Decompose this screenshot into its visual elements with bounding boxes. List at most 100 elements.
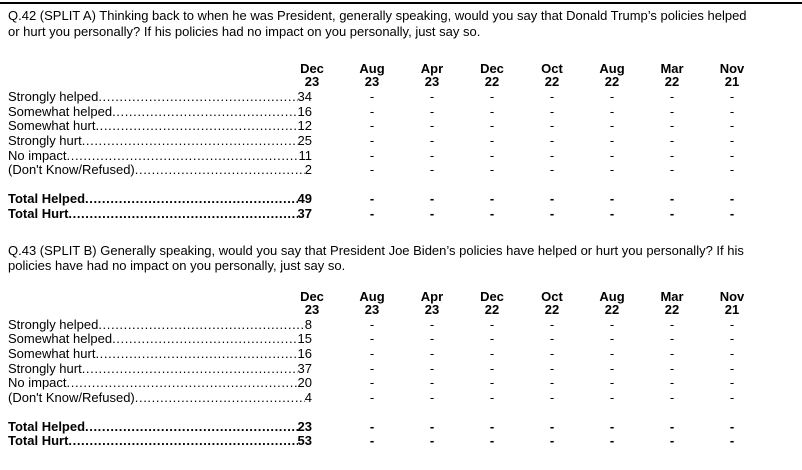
question-block-q42: Q.42 (SPLIT A) Thinking back to when he … (8, 8, 802, 222)
row-label: Total Helped (8, 191, 86, 207)
cell-aug23: - (369, 360, 375, 376)
dot-leader (82, 362, 298, 377)
row-label: Total Hurt (8, 433, 69, 449)
cell-aug22: - (609, 89, 615, 104)
cell-nov21: - (729, 316, 735, 332)
column-header: Apr 23 (402, 290, 462, 316)
cell-nov21: - (729, 360, 735, 376)
column-year: 22 (604, 74, 620, 89)
cell-dec22: - (489, 418, 495, 434)
cell-aug22: - (609, 133, 615, 149)
row-label-group: (Don't Know/Refused) 2 (8, 163, 312, 178)
table-row: Total Helped 49 - - - - - - - (8, 191, 802, 207)
cell-aug22: - (609, 418, 615, 434)
row-label-group: Total Hurt 53 (8, 434, 312, 449)
cell-dec22: - (489, 118, 495, 134)
column-header: Mar 22 (642, 62, 702, 88)
cell-nov21: - (729, 191, 735, 207)
cell-nov21: - (729, 147, 735, 163)
column-header: Oct 22 (522, 290, 582, 316)
cell-mar22: - (669, 345, 675, 361)
cell-apr23: - (429, 103, 435, 119)
cell-nov21: - (729, 133, 735, 149)
cell-mar22: - (669, 89, 675, 104)
table-header-q43: Dec 23 Aug 23 Apr 23 Dec 22 Oct 22 Aug 2… (8, 290, 802, 316)
cell-aug23: - (369, 103, 375, 119)
cell-dec23: 8 (304, 316, 312, 332)
table-row: Somewhat helped 15 - - - - - - - (8, 331, 802, 347)
cell-apr23: - (429, 360, 435, 376)
cell-apr23: - (429, 133, 435, 149)
cell-oct22: - (549, 191, 555, 207)
row-label-group: Total Helped 49 (8, 191, 312, 207)
cell-aug22: - (609, 360, 615, 376)
column-header: Dec 23 (282, 290, 342, 316)
cell-aug22: - (609, 162, 615, 178)
cell-aug23: - (369, 345, 375, 361)
row-label: Strongly helped (8, 316, 99, 332)
table-row: Somewhat hurt 12 - - - - - - - (8, 119, 802, 134)
row-label-group: Somewhat helped 16 (8, 104, 312, 120)
cell-aug22: - (609, 433, 615, 449)
cell-aug22: - (609, 147, 615, 163)
dot-leader (112, 332, 297, 347)
cell-dec23: 20 (297, 375, 312, 391)
row-label: Total Hurt (8, 205, 69, 221)
column-header: Apr 23 (402, 62, 462, 88)
cell-dec23: 53 (297, 433, 312, 449)
cell-apr23: - (429, 375, 435, 391)
table-totals-q42: Total Helped 49 - - - - - - - Total Hurt… (8, 191, 802, 222)
cell-dec23: 25 (297, 133, 312, 149)
cell-apr23: - (429, 331, 435, 347)
cell-aug22: - (609, 316, 615, 332)
cell-mar22: - (669, 360, 675, 376)
cell-mar22: - (669, 205, 675, 221)
table-header-q42: Dec 23 Aug 23 Apr 23 Dec 22 Oct 22 Aug 2… (8, 62, 802, 88)
row-label: Strongly hurt (8, 360, 82, 376)
row-label-group: Total Hurt 37 (8, 205, 312, 222)
cell-apr23: - (429, 345, 435, 361)
cell-dec23: 2 (304, 162, 312, 178)
cell-nov21: - (729, 418, 735, 434)
cell-dec23: 12 (297, 118, 312, 134)
column-gap (312, 420, 342, 435)
cell-oct22: - (549, 375, 555, 391)
cell-apr23: - (429, 191, 435, 207)
cell-dec23: 4 (304, 389, 312, 405)
cell-aug22: - (609, 103, 615, 119)
cell-nov21: - (729, 205, 735, 221)
cell-dec22: - (489, 389, 495, 405)
column-month: Aug (359, 288, 385, 304)
dot-leader (135, 391, 305, 406)
row-label-group: Somewhat hurt 12 (8, 119, 312, 134)
table-body-q43: Strongly helped 8 - - - - - - - Somewhat… (8, 316, 802, 406)
table-row: (Don't Know/Refused) 2 - - - - - - - (8, 163, 802, 178)
table-row: Total Hurt 53 - - - - - - - (8, 434, 802, 449)
column-month: Dec (300, 61, 324, 76)
cell-aug23: - (369, 418, 375, 434)
cell-dec23: 37 (297, 205, 312, 221)
column-gap (312, 332, 342, 347)
column-headers: Dec 23 Aug 23 Apr 23 Dec 22 Oct 22 Aug 2… (282, 290, 762, 316)
results-table-q42: Dec 23 Aug 23 Apr 23 Dec 22 Oct 22 Aug 2… (8, 62, 802, 222)
column-header: Dec 22 (462, 62, 522, 88)
dot-leader (67, 149, 299, 164)
cell-aug22: - (609, 205, 615, 221)
cell-nov21: - (729, 389, 735, 405)
cell-aug22: - (609, 375, 615, 391)
cell-dec22: - (489, 375, 495, 391)
cell-oct22: - (549, 118, 555, 134)
cell-apr23: - (429, 316, 435, 332)
cell-nov21: - (729, 162, 735, 178)
column-year: 23 (304, 301, 320, 317)
table-row: (Don't Know/Refused) 4 - - - - - - - (8, 389, 802, 406)
cell-aug22: - (609, 191, 615, 207)
table-row: Strongly helped 34 - - - - - - - (8, 89, 802, 105)
cell-dec22: - (489, 162, 495, 178)
column-year: 22 (604, 301, 620, 317)
question-text-q43: Q.43 (SPLIT B) Generally speaking, would… (8, 242, 744, 274)
row-label: Strongly hurt (8, 133, 82, 149)
header-spacer (8, 290, 282, 316)
cell-oct22: - (549, 316, 555, 332)
